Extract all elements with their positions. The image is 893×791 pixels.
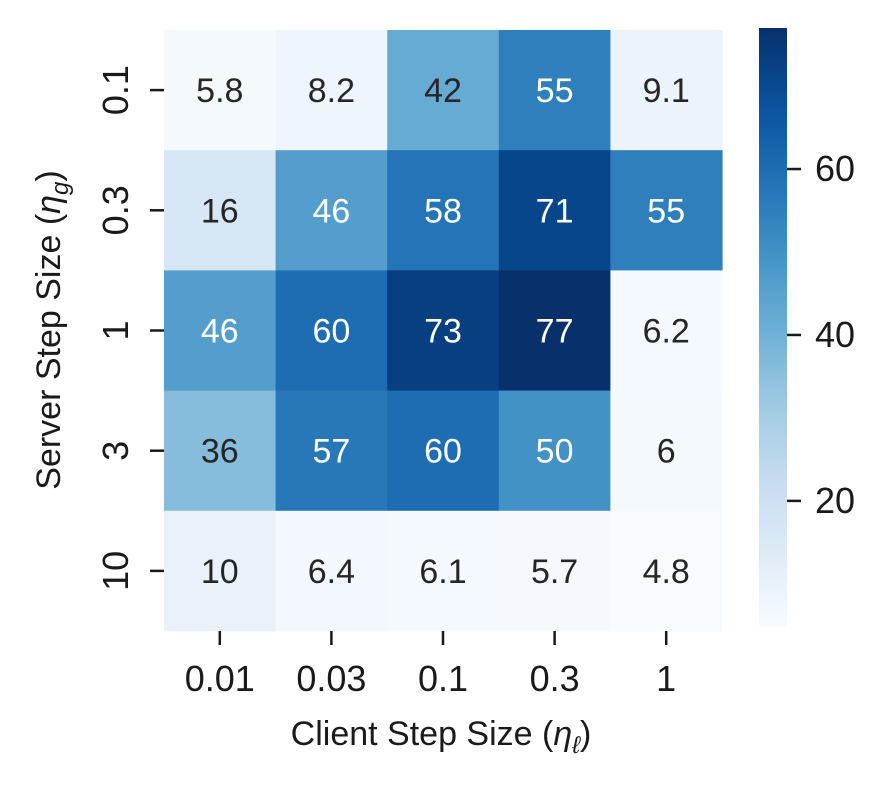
heatmap-cell <box>387 270 500 392</box>
heatmap-cells <box>164 30 723 632</box>
cell-value-label: 6 <box>657 433 676 471</box>
heatmap-cell <box>610 270 723 392</box>
heatmap-cell <box>164 30 277 151</box>
x-tick-label: 0.03 <box>296 658 366 699</box>
x-tick-label: 0.01 <box>185 658 255 699</box>
cell-value-label: 55 <box>647 192 685 230</box>
heatmap-cell <box>498 150 611 271</box>
y-tick-label: 10 <box>95 551 136 591</box>
cell-value-label: 10 <box>201 553 239 591</box>
heatmap-cell <box>610 150 723 271</box>
cell-value-label: 6.2 <box>643 313 690 351</box>
y-tick-label: 3 <box>95 441 136 461</box>
heatmap-cell <box>498 510 611 632</box>
cell-value-label: 46 <box>201 313 239 351</box>
cell-value-label: 8.2 <box>308 72 355 110</box>
heatmap-cell <box>275 270 388 392</box>
heatmap-cell <box>387 150 500 271</box>
cell-value-label: 57 <box>312 433 350 471</box>
y-tick-label: 0.1 <box>95 65 136 115</box>
heatmap-cell <box>610 510 723 632</box>
cell-value-label: 50 <box>536 433 574 471</box>
heatmap-cell <box>164 390 277 512</box>
heatmap-cell <box>164 270 277 392</box>
heatmap-cell <box>610 30 723 151</box>
cell-value-label: 6.1 <box>419 553 466 591</box>
x-tick-label: 0.3 <box>530 658 580 699</box>
heatmap-cell <box>498 270 611 392</box>
x-tick-label: 1 <box>656 658 676 699</box>
cell-value-label: 6.4 <box>308 553 355 591</box>
cell-labels: 5.8 8.2 42 55 9.1 16 46 58 71 55 46 60 73 77 6.2 36 57 60… <box>196 72 690 591</box>
colorbar: 20 40 60 <box>759 28 855 627</box>
colorbar-tick-label: 60 <box>815 148 855 189</box>
heatmap-cell <box>498 390 611 512</box>
heatmap-cell <box>387 510 500 632</box>
heatmap-cell <box>275 510 388 632</box>
cell-value-label: 5.8 <box>196 72 243 110</box>
cell-value-label: 36 <box>201 433 239 471</box>
x-axis-label: Client Step Size (ηℓ) <box>291 715 592 759</box>
cell-value-label: 77 <box>536 313 574 351</box>
cell-value-label: 9.1 <box>643 72 690 110</box>
heatmap-cell <box>164 510 277 632</box>
cell-value-label: 55 <box>536 72 574 110</box>
y-axis-ticks: 0.1 0.3 1 3 10 <box>95 65 164 591</box>
heatmap-cell <box>610 390 723 512</box>
colorbar-tick-label: 40 <box>815 314 855 355</box>
heatmap-cell <box>387 30 500 151</box>
x-tick-label: 0.1 <box>418 658 468 699</box>
cell-value-label: 60 <box>312 313 350 351</box>
heatmap-cell <box>164 150 277 271</box>
y-tick-label: 0.3 <box>95 185 136 235</box>
heatmap-cell <box>275 390 388 512</box>
cell-value-label: 71 <box>536 192 574 230</box>
cell-value-label: 5.7 <box>531 553 578 591</box>
heatmap-cell <box>275 150 388 271</box>
colorbar-tick-label: 20 <box>815 480 855 521</box>
x-axis-ticks: 0.01 0.03 0.1 0.3 1 <box>185 631 676 699</box>
cell-value-label: 73 <box>424 313 462 351</box>
y-axis-label: Server Step Size (ηg) <box>30 170 74 489</box>
cell-value-label: 16 <box>201 192 239 230</box>
cell-value-label: 60 <box>424 433 462 471</box>
y-tick-label: 1 <box>95 320 136 340</box>
heatmap-cell <box>498 30 611 151</box>
heatmap-cell <box>387 390 500 512</box>
cell-value-label: 58 <box>424 192 462 230</box>
colorbar-gradient <box>759 28 787 627</box>
heatmap-cell <box>275 30 388 151</box>
cell-value-label: 46 <box>312 192 350 230</box>
cell-value-label: 42 <box>424 72 462 110</box>
cell-value-label: 4.8 <box>643 553 690 591</box>
